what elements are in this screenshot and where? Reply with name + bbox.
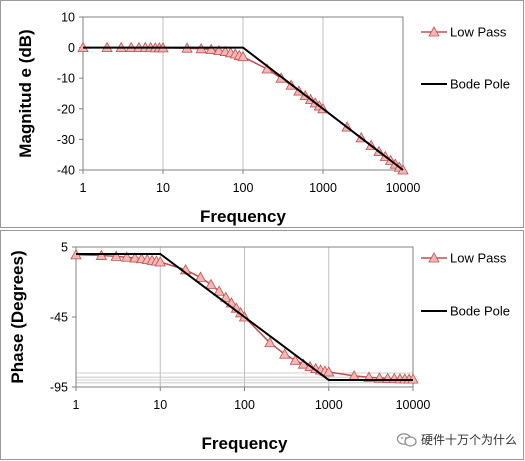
low-pass-point [237,50,249,62]
low-pass-point [279,348,291,359]
legend-label: Bode Pole [450,77,510,92]
low-pass-point [154,256,166,267]
phase-chart: 5 -45 -95 1 10 100 1000 10000 Frequency Phase (De… [8,241,510,454]
y-tick-label: 0 [68,41,75,55]
magnitude-chart: 100-10-20-30-401 10 100 1000 10000FrequencyM… [16,11,510,227]
x-tick-label: 10 [156,181,170,195]
series-line-bode-pole [76,253,413,381]
legend-label: Low Pass [450,251,507,266]
phase-chart-panel: 5 -45 -95 1 10 100 1000 10000 Frequency Phase (De… [0,230,524,460]
y-tick-label: -20 [57,102,75,116]
low-pass-point [95,249,108,260]
chat-bubble-icon [396,432,417,447]
y-tick-label: 10 [61,11,75,25]
low-pass-point [205,278,217,289]
low-pass-point [213,285,225,296]
y-tick-label: -95 [50,381,68,395]
x-tick-label: 1 [73,398,80,412]
low-pass-point [194,271,207,282]
y-tick-label: -45 [50,311,68,325]
y-tick-label: -30 [57,133,75,147]
low-pass-point [289,354,301,365]
low-pass-point [264,336,276,348]
low-pass-point [205,43,217,54]
low-pass-point [220,291,232,302]
watermark-text: 硬件十万个为什么 [420,433,517,447]
x-tick-label: 1 [80,181,87,195]
x-axis-title: Frequency [202,434,289,453]
x-tick-label: 100 [234,398,255,412]
x-axis-title: Frequency [200,207,287,226]
low-pass-point [121,251,133,262]
x-tick-label: 100 [233,181,254,195]
x-tick-label: 1000 [309,181,337,195]
y-tick-label: -10 [57,72,75,86]
low-pass-point [110,250,122,261]
series-line-bode-pole [83,46,404,171]
low-pass-point [323,366,335,377]
y-tick-label: -40 [57,164,75,178]
x-tick-label: 1000 [315,398,343,412]
magnitude-chart-panel: 10 0 -10 -20 -30 -40 1 10 100 1000 10000 Frequency M… [0,0,524,228]
x-tick-label: 10 [153,398,167,412]
low-pass-point [129,252,141,263]
x-tick-label: 10000 [396,398,431,412]
legend-marker-low-pass [428,26,440,37]
low-pass-point [213,44,225,56]
x-tick-label: 10000 [386,181,421,195]
legend-label: Bode Pole [450,304,510,319]
watermark: 硬件十万个为什么 [396,431,517,448]
y-axis-title: Phase (Degrees) [8,250,27,383]
legend-label: Low Pass [450,25,507,40]
y-axis-title: Magnitud e (dB) [16,29,35,157]
legend-marker-low-pass [428,252,440,263]
y-tick-label: 5 [61,241,68,255]
